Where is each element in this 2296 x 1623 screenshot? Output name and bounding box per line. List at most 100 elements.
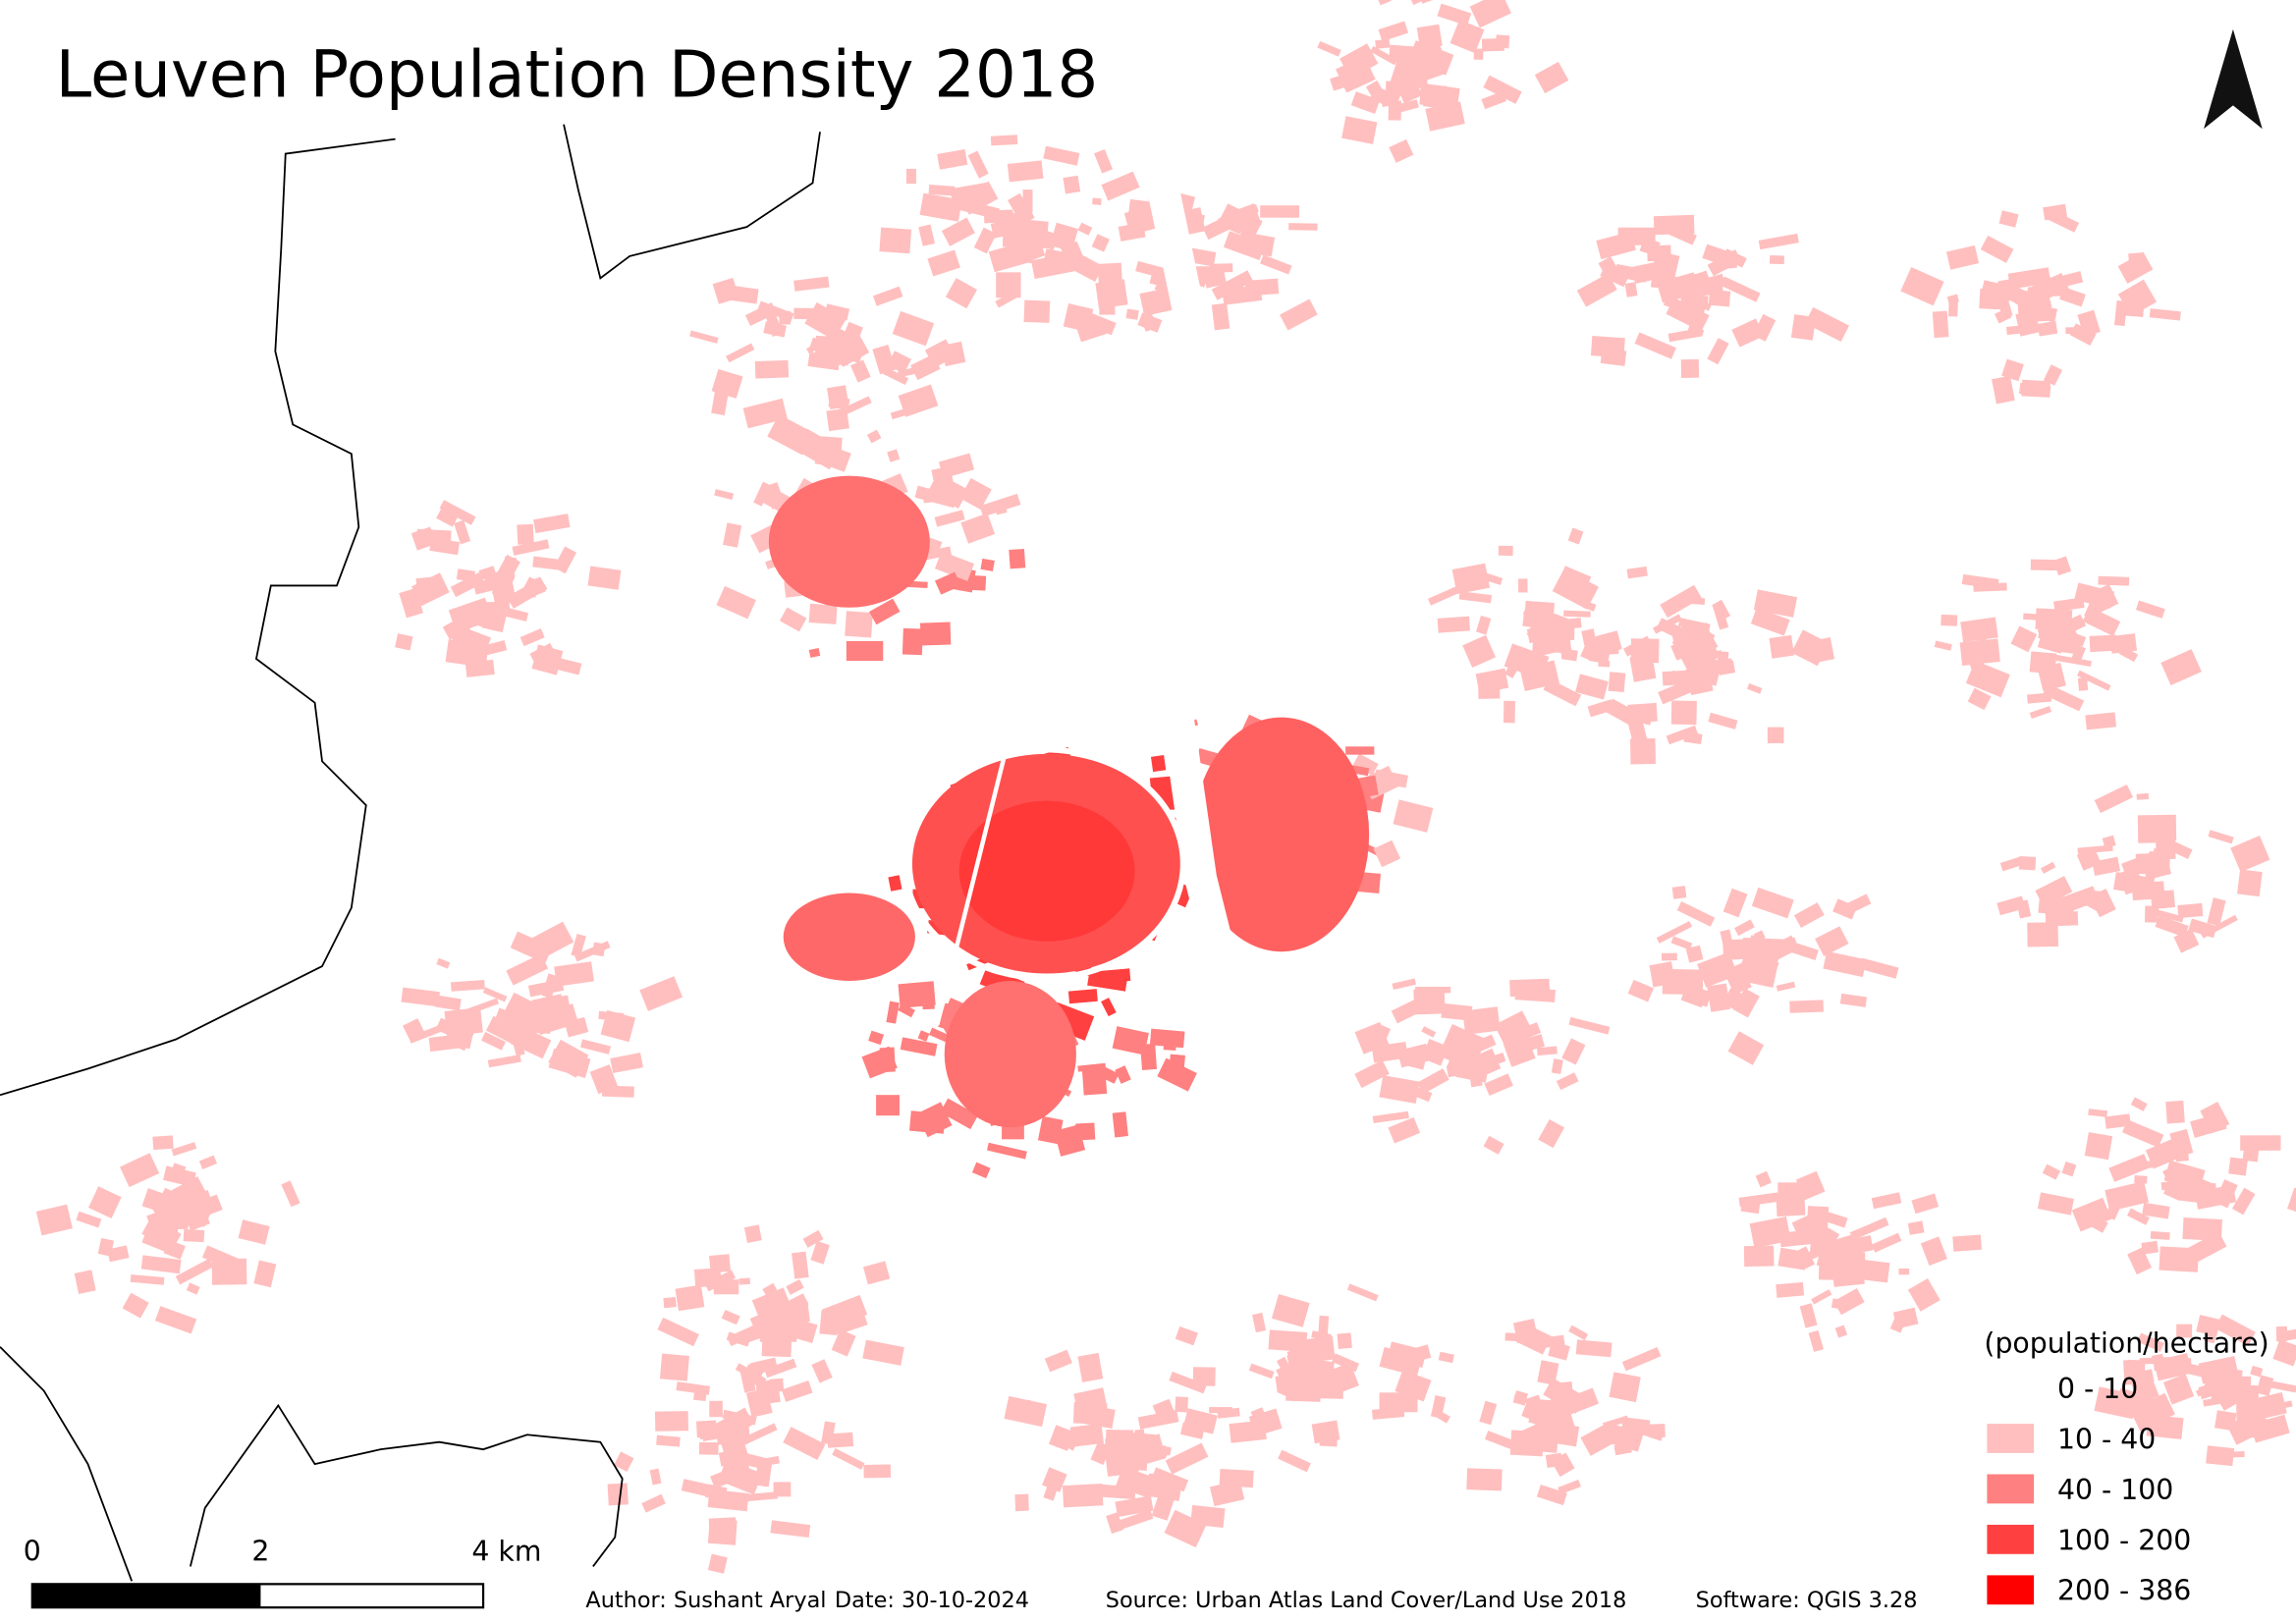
land-patch <box>649 1468 662 1486</box>
land-patch <box>1670 700 1697 726</box>
land-patch <box>2230 836 2270 873</box>
land-patch <box>1661 952 1677 961</box>
land-patch <box>2059 287 2086 307</box>
land-patch <box>2152 908 2184 923</box>
land-patch <box>723 1457 746 1483</box>
land-patch <box>1137 312 1163 333</box>
land-patch <box>983 209 1013 224</box>
land-patch <box>1811 1289 1832 1305</box>
land-patch <box>1115 1495 1154 1518</box>
land-patch <box>1152 1443 1172 1456</box>
land-patch <box>2029 705 2052 720</box>
land-patch <box>2084 1132 2113 1161</box>
land-patch <box>1169 1371 1207 1394</box>
land-patch <box>1339 1377 1355 1389</box>
land-patch <box>1777 1247 1808 1271</box>
land-patch <box>868 1030 884 1046</box>
land-patch <box>1341 116 1378 144</box>
land-patch <box>1996 895 2026 916</box>
land-patch <box>2207 897 2226 927</box>
land-patch <box>1192 1367 1216 1386</box>
land-patch <box>2076 670 2111 691</box>
land-patch <box>1416 24 1443 50</box>
land-patch <box>409 1024 444 1044</box>
land-patch <box>2200 1101 2230 1134</box>
land-patch <box>1375 38 1391 49</box>
land-patch <box>1276 1356 1292 1374</box>
land-patch <box>676 1381 711 1395</box>
land-patch <box>934 510 965 527</box>
land-patch <box>761 1338 793 1358</box>
land-patch <box>770 1520 811 1539</box>
scale-label: 2 <box>251 1535 269 1567</box>
land-patch <box>1683 731 1703 745</box>
land-patch <box>1503 700 1515 724</box>
land-patch <box>2053 597 2085 613</box>
land-patch <box>721 1310 740 1325</box>
land-patch <box>2001 358 2024 382</box>
land-patch <box>810 1240 830 1265</box>
land-patch <box>1413 988 1446 1015</box>
land-patch <box>1319 1425 1339 1447</box>
land-patch <box>834 1314 868 1335</box>
land-patch <box>1288 223 1318 231</box>
land-patch <box>1596 231 1636 260</box>
land-patch <box>465 659 495 677</box>
land-patch <box>2204 1328 2217 1344</box>
land-patch <box>171 1142 197 1157</box>
land-patch <box>2113 299 2128 327</box>
north-arrow <box>2204 28 2263 130</box>
land-patch <box>1753 589 1798 618</box>
land-patch <box>1707 249 1742 277</box>
land-patch <box>1125 1432 1156 1454</box>
land-patch <box>2105 1181 2150 1212</box>
land-patch <box>2150 1230 2170 1240</box>
land-patch <box>2237 869 2263 897</box>
land-patch <box>2195 1383 2214 1397</box>
land-patch <box>1466 1468 1503 1491</box>
land-patch <box>152 1135 174 1151</box>
land-patch <box>1054 1124 1086 1157</box>
land-patch <box>1647 244 1671 262</box>
land-patch <box>1750 607 1790 636</box>
legend-label: 0 - 10 <box>2057 1373 2138 1405</box>
land-patch <box>698 1441 719 1455</box>
land-patch <box>465 998 500 1015</box>
land-patch <box>641 1493 666 1513</box>
land-patch <box>1437 616 1470 633</box>
land-patch <box>1303 1372 1326 1392</box>
land-patch <box>1425 101 1465 132</box>
land-patch <box>544 655 582 676</box>
land-patch <box>1063 175 1081 194</box>
land-patch <box>811 1359 833 1383</box>
land-patch <box>2208 830 2234 844</box>
land-patch <box>866 429 882 444</box>
land-patch <box>1115 1065 1131 1084</box>
land-patch <box>1662 669 1703 686</box>
land-patch <box>2043 203 2068 221</box>
land-patch <box>1666 297 1710 332</box>
land-patch <box>1139 287 1174 316</box>
land-patch <box>2021 379 2051 398</box>
land-patch <box>898 384 939 417</box>
land-patch <box>921 985 935 1010</box>
land-patch <box>2094 784 2134 814</box>
land-patch <box>959 477 992 511</box>
land-patch <box>1175 1396 1188 1413</box>
land-patch <box>1260 254 1292 275</box>
land-patch <box>886 1001 900 1024</box>
land-patch <box>1462 634 1497 669</box>
land-patch <box>1623 635 1652 657</box>
land-patch <box>1175 1325 1198 1346</box>
land-patch <box>1379 1346 1423 1377</box>
land-patch <box>170 1213 183 1230</box>
land-patch <box>2228 1157 2248 1176</box>
land-patch <box>1099 1066 1120 1084</box>
land-patch <box>1006 238 1044 256</box>
land-patch <box>1234 203 1262 232</box>
land-patch <box>416 528 452 542</box>
land-patch <box>1125 308 1139 320</box>
land-patch <box>1209 263 1233 273</box>
land-patch <box>554 961 594 987</box>
land-patch <box>914 485 957 509</box>
